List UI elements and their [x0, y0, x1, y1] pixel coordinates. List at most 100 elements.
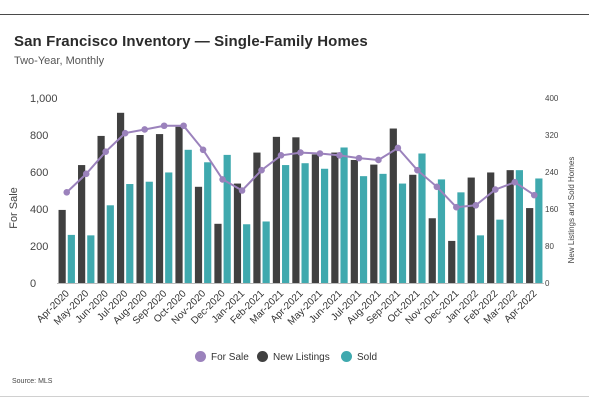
bar-new-listings [526, 208, 534, 283]
point-for-sale [180, 122, 187, 130]
bar-new-listings [448, 240, 456, 283]
bar-new-listings [175, 126, 183, 283]
legend-item-sold: Sold [341, 351, 377, 363]
y2-tick-label: 320 [545, 131, 559, 140]
point-for-sale [316, 150, 324, 157]
bar-sold [301, 163, 309, 283]
bar-new-listings [506, 170, 514, 283]
bar-new-listings [97, 135, 105, 283]
point-for-sale [297, 149, 304, 156]
legend-swatch-sold [341, 351, 352, 362]
bar-new-listings [253, 152, 261, 283]
y-tick-label: 200 [30, 241, 48, 253]
bar-new-listings [116, 112, 125, 283]
bar-sold [204, 162, 212, 283]
top-rule [0, 14, 589, 15]
chart-subtitle: Two-Year, Monthly [14, 55, 105, 67]
point-for-sale [121, 129, 129, 137]
bar-sold [320, 168, 329, 283]
bar-new-listings [78, 165, 86, 283]
y2-axis-title: New Listings and Sold Homes [567, 157, 576, 264]
bar-sold [359, 176, 368, 283]
legend-item-new-listings: New Listings [257, 351, 330, 363]
bar-new-listings [487, 172, 495, 283]
point-for-sale [141, 126, 148, 133]
bar-new-listings [214, 223, 222, 283]
bar-new-listings [272, 136, 281, 283]
point-for-sale [530, 191, 538, 199]
bar-new-listings [233, 183, 242, 283]
point-for-sale [63, 189, 71, 196]
bar-new-listings [428, 218, 436, 283]
bar-new-listings [58, 209, 66, 283]
legend-item-for-sale: For Sale [195, 351, 249, 363]
y2-tick-label: 0 [545, 279, 550, 288]
bar-sold [418, 153, 426, 283]
bar-new-listings [350, 159, 358, 283]
bar-sold [126, 184, 134, 283]
point-for-sale [219, 176, 226, 183]
bar-sold [165, 172, 173, 283]
y-tick-label: 1,000 [30, 93, 58, 105]
bar-sold [437, 179, 446, 283]
bar-sold [379, 173, 387, 283]
point-for-sale [375, 156, 382, 164]
source-note: Source: MLS [12, 378, 53, 385]
bar-sold [535, 178, 543, 283]
point-for-sale [453, 203, 460, 211]
point-for-sale [199, 146, 207, 154]
legend-swatch-new-listings [257, 351, 268, 362]
bar-new-listings [331, 152, 339, 283]
bar-sold [457, 192, 465, 283]
bar-new-listings [409, 174, 417, 283]
bar-sold [223, 154, 231, 283]
y-tick-label: 0 [30, 278, 36, 290]
point-for-sale [160, 122, 168, 130]
bar-new-listings [467, 177, 475, 283]
bar-new-listings [370, 164, 378, 283]
bar-new-listings [292, 137, 300, 283]
point-for-sale [82, 170, 90, 178]
bar-sold [340, 147, 348, 283]
bar-new-listings [155, 134, 164, 283]
bar-sold [496, 219, 504, 283]
point-for-sale [102, 148, 109, 155]
legend-swatch-for-sale [195, 351, 206, 362]
y-tick-label: 600 [30, 167, 48, 179]
point-for-sale [511, 178, 519, 186]
y2-tick-label: 80 [545, 242, 554, 251]
y-tick-label: 800 [30, 130, 48, 142]
bar-sold [282, 165, 290, 283]
y-tick-label: 400 [30, 204, 48, 216]
point-for-sale [355, 154, 363, 162]
bar-sold [476, 235, 485, 283]
bar-sold [262, 221, 270, 283]
y2-tick-label: 400 [545, 94, 559, 103]
bar-sold [106, 205, 114, 283]
legend-label-sold: Sold [357, 352, 378, 363]
y2-tick-label: 240 [545, 168, 559, 177]
bar-new-listings [389, 128, 397, 283]
point-for-sale [336, 152, 343, 159]
point-for-sale [472, 202, 480, 209]
bar-sold [184, 149, 192, 283]
point-for-sale [258, 166, 265, 174]
point-for-sale [433, 183, 441, 191]
bar-sold [515, 170, 523, 283]
point-for-sale [394, 144, 402, 152]
point-for-sale [238, 187, 246, 194]
bar-sold [243, 224, 251, 283]
chart-title: San Francisco Inventory — Single-Family … [14, 33, 368, 50]
bar-new-listings [194, 186, 203, 283]
point-for-sale [492, 186, 499, 193]
y2-tick-label: 160 [545, 205, 559, 214]
point-for-sale [277, 152, 285, 159]
bar-sold [145, 181, 153, 283]
bar-new-listings [311, 154, 319, 283]
bar-new-listings [136, 135, 144, 283]
legend-label-new-listings: New Listings [273, 352, 330, 363]
y-axis-title: For Sale [8, 187, 20, 229]
bottom-rule [0, 396, 589, 397]
bar-sold [87, 235, 95, 283]
